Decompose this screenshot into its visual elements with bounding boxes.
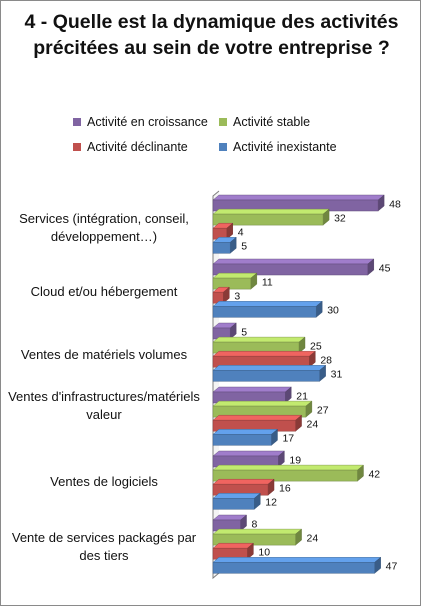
data-label-3-2: 31 [331, 369, 343, 381]
bar-top-1-3 [212, 400, 313, 407]
category-label-logiciels: Ventes de logiciels [50, 474, 158, 489]
legend-swatch-declinante [73, 143, 81, 151]
bar-top-0-4 [212, 450, 285, 457]
bar-0-1 [212, 263, 369, 276]
bar-top-0-3 [212, 386, 292, 393]
category-label-cloud: Cloud et/ou hébergement [30, 284, 178, 299]
bar-top-3-5 [212, 557, 382, 563]
data-label-1-2: 25 [310, 340, 322, 352]
bar-top-2-3 [212, 415, 303, 421]
bar-1-5 [212, 533, 296, 546]
bar-top-1-5 [212, 528, 303, 535]
data-label-1-5: 24 [307, 532, 319, 544]
legend-label-declinante: Activité déclinante [87, 140, 188, 154]
data-label-2-2: 28 [320, 354, 332, 366]
bar-top-3-2 [212, 365, 327, 371]
bar-top-1-0 [212, 208, 330, 215]
data-label-2-0: 4 [238, 226, 244, 238]
bar-1-1 [212, 277, 252, 290]
category-label-infrastructures: Ventes d'infrastructures/matériels valeu… [8, 389, 200, 422]
legend-item-inexistante: Activité inexistante [219, 140, 337, 154]
bar-top-1-1 [212, 272, 258, 279]
legend-swatch-croissance [73, 118, 81, 126]
legend-label-stable: Activité stable [233, 115, 311, 129]
data-label-0-3: 21 [296, 390, 308, 402]
data-label-3-4: 12 [265, 497, 277, 509]
bar-top-2-5 [212, 543, 254, 549]
bar-top-2-2 [212, 351, 316, 357]
data-label-2-1: 3 [234, 290, 240, 302]
legend-item-declinante: Activité déclinante [73, 140, 188, 154]
data-label-2-4: 16 [279, 482, 291, 494]
data-label-0-1: 45 [379, 262, 391, 274]
legend-label-croissance: Activité en croissance [87, 115, 208, 129]
data-label-0-4: 19 [289, 454, 301, 466]
data-label-3-1: 30 [327, 305, 339, 317]
category-label-services: Services (intégration, conseil, développ… [19, 211, 189, 244]
legend-swatch-stable [219, 118, 227, 126]
data-label-1-1: 11 [262, 276, 273, 288]
bar-top-3-1 [212, 301, 323, 307]
data-label-0-2: 5 [241, 326, 247, 338]
bar-3-0 [212, 242, 231, 254]
legend-item-croissance: Activité en croissance [73, 115, 208, 129]
bar-1-0 [212, 213, 324, 226]
data-label-1-0: 32 [334, 212, 346, 224]
data-label-0-0: 48 [389, 198, 401, 210]
bar-top-3-3 [212, 429, 279, 435]
data-label-0-5: 8 [252, 518, 258, 530]
bar-3-1 [212, 306, 317, 318]
bar-3-3 [212, 434, 272, 446]
bar-top-1-4 [212, 464, 365, 471]
bar-top-2-4 [212, 479, 275, 485]
data-label-2-5: 10 [258, 546, 270, 558]
bar-3-4 [212, 498, 255, 510]
data-label-3-3: 17 [282, 433, 294, 445]
data-label-1-4: 42 [368, 468, 380, 480]
bar-top-1-2 [212, 336, 306, 343]
data-label-2-3: 24 [307, 418, 319, 430]
data-label-1-3: 27 [317, 404, 329, 416]
category-label-materiels-volumes: Ventes de matériels volumes [20, 347, 188, 362]
bar-3-2 [212, 370, 320, 382]
chart-title: 4 - Quelle est la dynamique des activité… [24, 11, 399, 59]
bar-top-0-1 [212, 258, 375, 265]
bar-3-5 [212, 562, 375, 574]
data-label-3-5: 47 [386, 561, 398, 573]
legend-label-inexistante: Activité inexistante [233, 140, 337, 154]
data-label-3-0: 5 [241, 241, 247, 253]
bar-1-4 [212, 469, 358, 482]
category-label-services-packages: Vente de services packagés par des tiers [11, 530, 197, 563]
bar-top-0-0 [212, 194, 385, 201]
legend-swatch-inexistante [219, 143, 227, 151]
bar-top-3-4 [212, 493, 261, 499]
legend-item-stable: Activité stable [219, 115, 310, 129]
